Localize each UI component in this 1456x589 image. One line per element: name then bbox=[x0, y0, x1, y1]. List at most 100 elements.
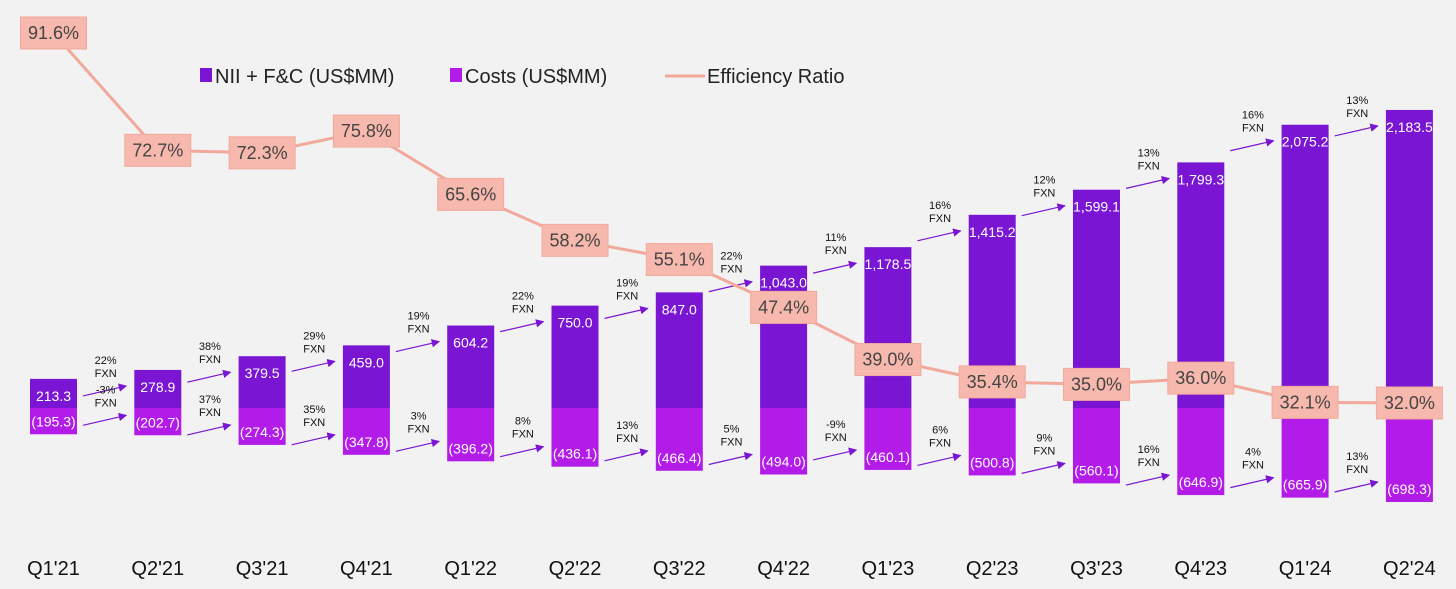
growth-costs-arrow bbox=[1125, 472, 1171, 486]
growth-nii-pct: 16% bbox=[929, 200, 951, 212]
bar-costs-label: (500.8) bbox=[970, 454, 1014, 470]
efficiency-ratio-label: 55.1% bbox=[654, 250, 705, 270]
bar-costs bbox=[1281, 408, 1329, 498]
bar-costs-label: (274.3) bbox=[240, 424, 284, 440]
efficiency-ratio-label: 65.6% bbox=[445, 184, 496, 204]
growth-costs-arrow bbox=[395, 438, 441, 452]
efficiency-ratio-box bbox=[854, 343, 922, 377]
bar-costs bbox=[134, 408, 182, 436]
bar-costs bbox=[551, 408, 599, 467]
efficiency-ratio-label: 36.0% bbox=[1175, 368, 1226, 388]
growth-nii-arrow bbox=[395, 339, 441, 353]
growth-costs-arrow bbox=[812, 447, 858, 461]
growth-nii-arrow bbox=[291, 358, 336, 372]
bar-nii bbox=[238, 356, 286, 408]
efficiency-ratio-label: 75.8% bbox=[341, 121, 392, 141]
growth-nii-fxn: FXN bbox=[720, 264, 742, 276]
growth-costs-fxn: FXN bbox=[512, 429, 534, 441]
legend-item-costs: Costs (US$MM) bbox=[450, 66, 607, 88]
category-label: Q4'21 bbox=[340, 558, 393, 580]
growth-costs-fxn: FXN bbox=[720, 436, 742, 448]
growth-arrows-layer: 22%FXN-3%FXN38%FXN37%FXN29%FXN35%FXN19%F… bbox=[82, 95, 1379, 493]
growth-nii-pct: 19% bbox=[616, 277, 638, 289]
growth-costs-fxn: FXN bbox=[408, 423, 430, 435]
bar-costs bbox=[655, 408, 703, 471]
efficiency-ratio-box bbox=[228, 136, 296, 170]
bar-nii bbox=[551, 305, 599, 408]
bar-costs-label: (698.3) bbox=[1387, 481, 1431, 497]
bar-costs-label: (396.2) bbox=[449, 440, 493, 456]
efficiency-ratio-box bbox=[1167, 361, 1235, 395]
bar-nii-label: 750.0 bbox=[557, 315, 592, 331]
growth-costs-fxn: FXN bbox=[1346, 464, 1368, 476]
efficiency-ratio-box bbox=[1375, 386, 1443, 420]
efficiency-ratio-box bbox=[645, 243, 713, 277]
category-label: Q2'22 bbox=[549, 558, 602, 580]
growth-costs-arrow bbox=[708, 452, 753, 466]
growth-costs-pct: -3% bbox=[96, 384, 116, 396]
bar-costs-label: (436.1) bbox=[553, 446, 597, 462]
growth-costs-pct: 37% bbox=[199, 394, 221, 406]
bar-nii-label: 278.9 bbox=[140, 379, 175, 395]
legend-item-nii: NII + F&C (US$MM) bbox=[200, 66, 394, 88]
efficiency-ratio-box bbox=[20, 16, 87, 50]
growth-costs-arrow bbox=[291, 432, 336, 446]
efficiency-ratio-layer: 91.6% 72.7% 72.3% 75.8% 65.6% 58.2% 55.1% 47.4%… bbox=[20, 16, 1443, 420]
growth-nii-fxn: FXN bbox=[512, 304, 534, 316]
growth-costs-pct: 13% bbox=[616, 420, 638, 432]
x-axis: Q1'21 Q2'21 Q3'21 Q4'21 Q1'22 Q2'22 Q3'22 Q4'22… bbox=[27, 558, 1436, 580]
bar-nii bbox=[655, 292, 703, 408]
efficiency-ratio-box bbox=[958, 365, 1026, 399]
bar-nii bbox=[30, 378, 77, 408]
legend-label-nii: NII + F&C (US$MM) bbox=[215, 66, 394, 88]
bar-nii-label: 1,599.1 bbox=[1073, 199, 1120, 215]
efficiency-ratio-box bbox=[1271, 385, 1339, 419]
legend-label-costs: Costs (US$MM) bbox=[465, 66, 607, 88]
growth-nii-arrow bbox=[82, 383, 128, 397]
bar-nii-label: 2,183.5 bbox=[1386, 119, 1433, 135]
growth-nii-pct: 12% bbox=[1033, 175, 1055, 187]
growth-nii-arrow bbox=[1334, 123, 1379, 137]
growth-costs-fxn: FXN bbox=[825, 432, 847, 444]
growth-costs-pct: 35% bbox=[303, 404, 325, 416]
growth-nii-pct: 38% bbox=[199, 341, 221, 353]
growth-costs-pct: 16% bbox=[1138, 444, 1160, 456]
growth-nii-arrow bbox=[812, 260, 858, 274]
bar-nii bbox=[342, 345, 390, 408]
growth-nii-arrow bbox=[1021, 203, 1066, 217]
growth-nii-fxn: FXN bbox=[303, 343, 325, 355]
growth-nii-fxn: FXN bbox=[929, 213, 951, 225]
growth-nii-pct: 13% bbox=[1346, 95, 1368, 107]
category-label: Q1'21 bbox=[27, 558, 80, 580]
growth-nii-arrow bbox=[708, 279, 753, 293]
efficiency-ratio-box bbox=[541, 223, 609, 257]
bars-layer: 213.3 (195.3) 278.9 (202.7) 379.5 (274.3) 459.… bbox=[30, 109, 1433, 502]
bar-nii-label: 604.2 bbox=[453, 335, 488, 351]
growth-costs-fxn: FXN bbox=[1033, 445, 1055, 457]
growth-nii-arrow bbox=[187, 369, 232, 383]
growth-costs-arrow bbox=[500, 444, 545, 458]
efficiency-ratio-label: 35.0% bbox=[1071, 374, 1122, 394]
legend-swatch-costs bbox=[450, 68, 462, 82]
bar-costs bbox=[30, 408, 77, 435]
legend-item-efficiency-ratio: Efficiency Ratio bbox=[665, 66, 844, 88]
category-label: Q1'24 bbox=[1279, 558, 1332, 580]
efficiency-ratio-label: 39.0% bbox=[862, 350, 913, 370]
bar-nii bbox=[447, 325, 495, 408]
growth-costs-pct: -9% bbox=[826, 419, 846, 431]
growth-costs-pct: 5% bbox=[723, 423, 739, 435]
efficiency-ratio-label: 91.6% bbox=[28, 23, 79, 43]
bar-costs-label: (646.9) bbox=[1179, 474, 1223, 490]
growth-nii-arrow bbox=[1230, 138, 1275, 152]
bar-costs bbox=[447, 408, 495, 462]
bar-costs bbox=[760, 408, 808, 475]
growth-costs-pct: 13% bbox=[1346, 451, 1368, 463]
growth-costs-fxn: FXN bbox=[1242, 460, 1264, 472]
category-label: Q1'22 bbox=[444, 558, 497, 580]
growth-nii-pct: 13% bbox=[1138, 147, 1160, 159]
bar-nii-label: 379.5 bbox=[245, 365, 280, 381]
legend: NII + F&C (US$MM) Costs (US$MM) Efficien… bbox=[200, 66, 844, 88]
bar-nii bbox=[864, 247, 912, 408]
efficiency-ratio-label: 72.3% bbox=[237, 143, 288, 163]
